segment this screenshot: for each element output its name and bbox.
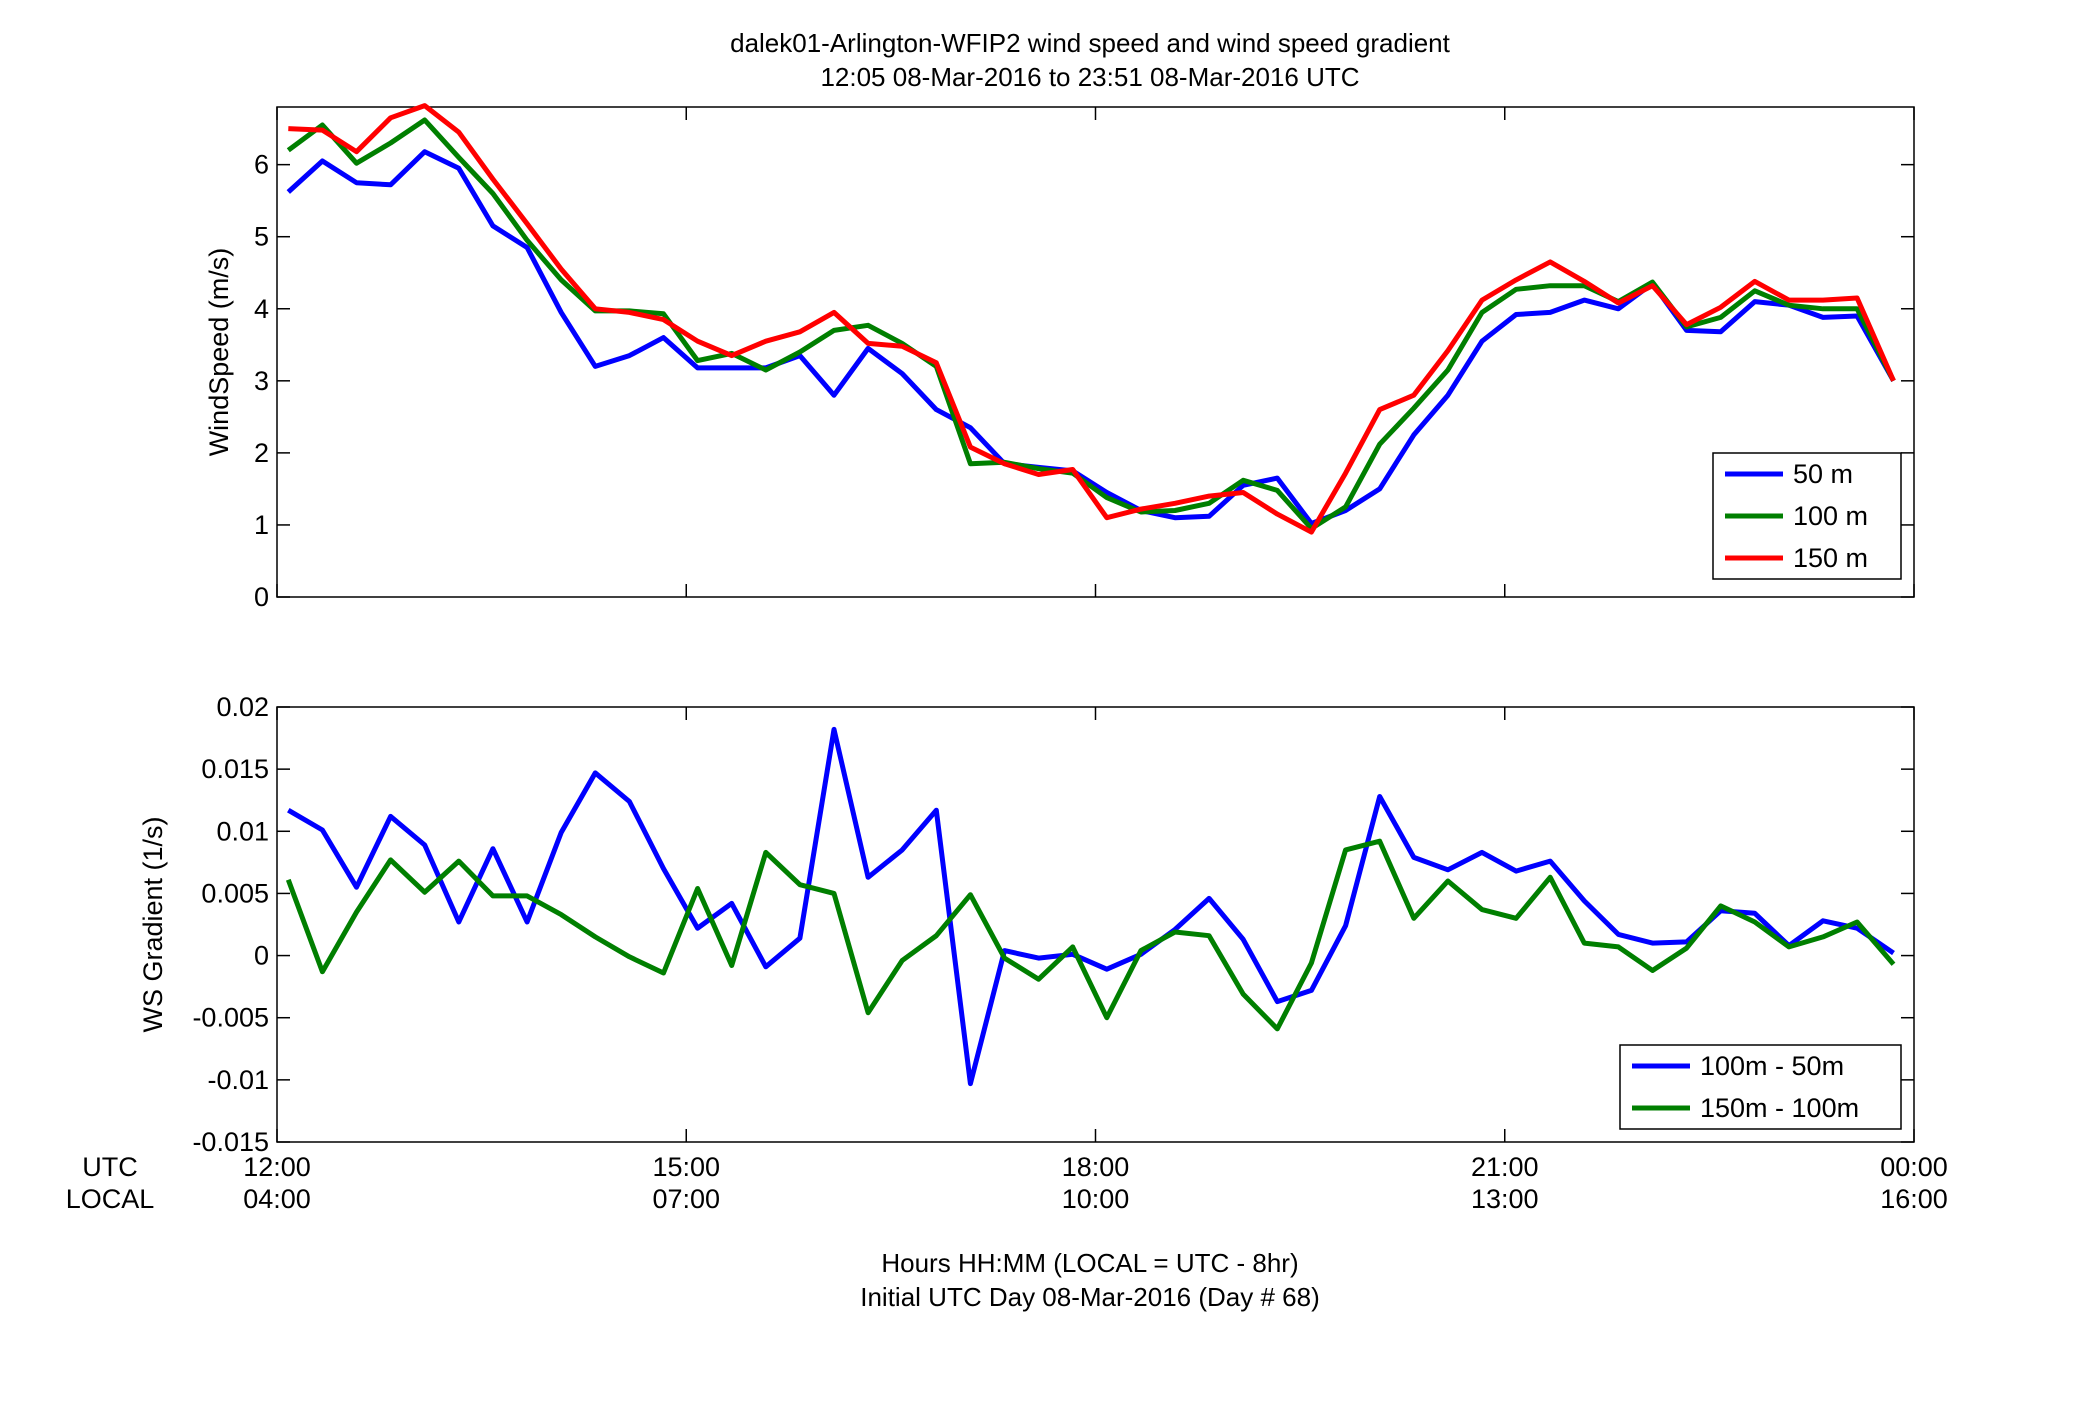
- y-tick-label: 3: [254, 366, 269, 396]
- y-tick-label: 1: [254, 510, 269, 540]
- x-tick-label-utc: 00:00: [1880, 1152, 1948, 1182]
- y-axis-label: WS Gradient (1/s): [138, 816, 168, 1032]
- chart-title-line2: 12:05 08-Mar-2016 to 23:51 08-Mar-2016 U…: [820, 62, 1359, 92]
- series-line-150m: [288, 103, 1896, 535]
- series-line-100m-50m: [287, 726, 1895, 1087]
- series-line-150m-100m: [285, 838, 1896, 1032]
- y-axis-label: WindSpeed (m/s): [204, 248, 234, 457]
- legend-label: 100m - 50m: [1700, 1051, 1844, 1081]
- x-tick-label-utc: 21:00: [1471, 1152, 1539, 1182]
- legend-label: 50 m: [1793, 459, 1853, 489]
- initial-day-label: Initial UTC Day 08-Mar-2016 (Day # 68): [860, 1282, 1320, 1312]
- windspeed-panel: 0 1 2 3 4 5 6 WindSpeed (m/s) 50 m 100 m 150 m: [204, 103, 1915, 612]
- y-tick-label: 0.015: [201, 754, 269, 784]
- y-tick-label: -0.015: [192, 1127, 269, 1157]
- y-tick-label: 4: [254, 294, 269, 324]
- gradient-panel: -0.015 -0.01 -0.005 0 0.005 0.01 0.015 0.02 WS G…: [138, 692, 1915, 1157]
- local-row-label: LOCAL: [66, 1184, 155, 1214]
- y-tick-label: 0.02: [216, 692, 269, 722]
- y-tick-label: 0.01: [216, 816, 269, 846]
- x-tick-label-utc: 12:00: [243, 1152, 311, 1182]
- x-tick-label-local: 16:00: [1880, 1184, 1948, 1214]
- y-tick-label: -0.01: [207, 1065, 269, 1095]
- legend-box: [1619, 1044, 1902, 1130]
- y-tick-label: 0.005: [201, 878, 269, 908]
- y-tick-label: 5: [254, 222, 269, 252]
- y-tick-label: 6: [254, 150, 269, 180]
- legend: 100m - 50m 150m - 100m: [1619, 1044, 1902, 1130]
- x-tick-label-local: 07:00: [652, 1184, 720, 1214]
- series-line-50m: [286, 149, 1896, 526]
- legend-label: 100 m: [1793, 501, 1868, 531]
- legend: 50 m 100 m 150 m: [1712, 452, 1902, 580]
- y-tick-label: 0: [254, 582, 269, 612]
- x-tick-label-local: 13:00: [1471, 1184, 1539, 1214]
- utc-row-label: UTC: [82, 1152, 138, 1182]
- legend-label: 150m - 100m: [1700, 1093, 1859, 1123]
- x-tick-label-local: 10:00: [1062, 1184, 1130, 1214]
- x-tick-label-utc: 15:00: [652, 1152, 720, 1182]
- axes-box: [276, 106, 1915, 598]
- x-axis-label: Hours HH:MM (LOCAL = UTC - 8hr): [881, 1248, 1298, 1278]
- legend-label: 150 m: [1793, 543, 1868, 573]
- x-tick-label-local: 04:00: [243, 1184, 311, 1214]
- y-tick-label: -0.005: [192, 1003, 269, 1033]
- y-tick-label: 2: [254, 438, 269, 468]
- x-tick-label-utc: 18:00: [1062, 1152, 1130, 1182]
- y-tick-label: 0: [254, 941, 269, 971]
- chart-title-line1: dalek01-Arlington-WFIP2 wind speed and w…: [730, 28, 1451, 58]
